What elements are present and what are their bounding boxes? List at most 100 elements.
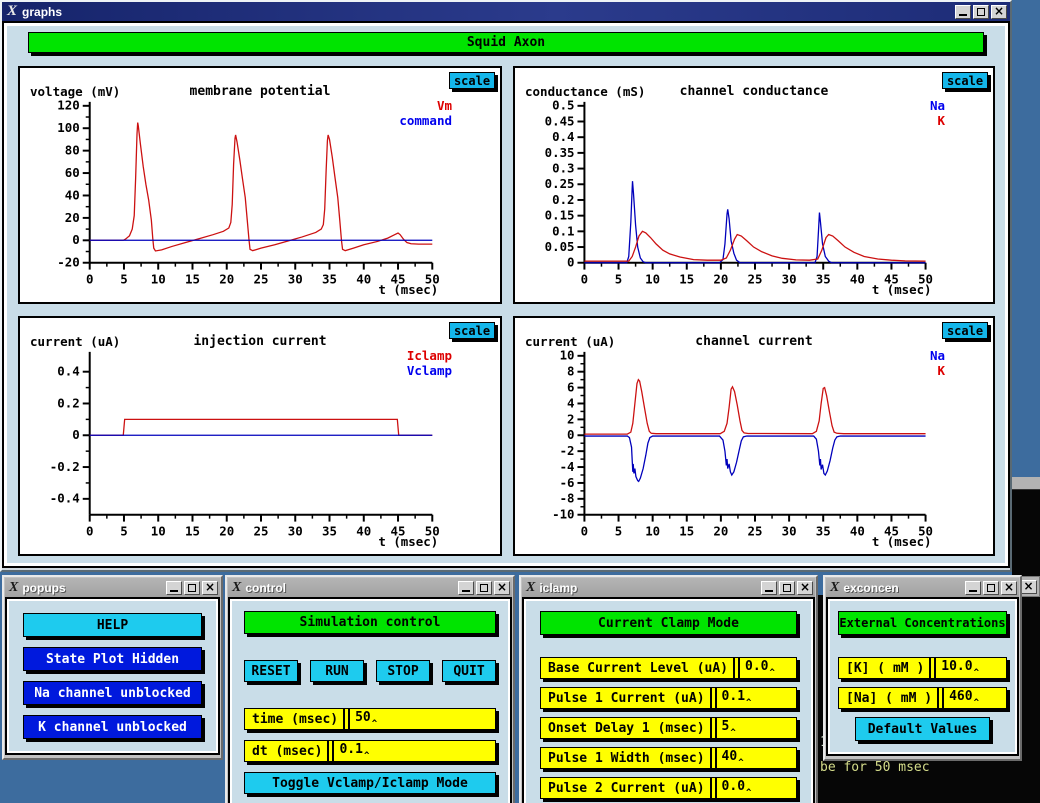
base-current-field[interactable]: Base Current Level (uA) 0.0 xyxy=(540,657,797,679)
svg-text:t (msec): t (msec) xyxy=(378,535,438,549)
pulse1-width-input[interactable]: 40 xyxy=(717,749,796,768)
field-label: [K] ( mM ) xyxy=(839,661,929,676)
minimize-button[interactable] xyxy=(965,581,981,595)
svg-text:20: 20 xyxy=(219,272,234,286)
close-button[interactable]: × xyxy=(494,581,510,595)
exconcen-titlebar[interactable]: X exconcen × xyxy=(826,578,1019,597)
base-current-input[interactable]: 0.0 xyxy=(740,659,796,678)
svg-text:0.15: 0.15 xyxy=(545,209,575,223)
maximize-icon xyxy=(977,8,985,16)
maximize-button[interactable] xyxy=(983,581,999,595)
field-label: Pulse 2 Current (uA) xyxy=(541,781,710,796)
close-button[interactable]: × xyxy=(1001,581,1017,595)
svg-text:0.2: 0.2 xyxy=(57,396,79,410)
minimize-icon xyxy=(959,14,967,16)
svg-text:35: 35 xyxy=(322,272,337,286)
help-button[interactable]: HELP xyxy=(23,613,202,637)
k-concentration-field[interactable]: [K] ( mM ) 10.0 xyxy=(838,657,1007,679)
svg-text:-8: -8 xyxy=(560,492,575,506)
field-label: Pulse 1 Current (uA) xyxy=(541,691,710,706)
scale-button[interactable]: scale xyxy=(449,72,495,89)
chart-plot-area: -10-8-6-4-2024681005101520253035404550t … xyxy=(515,346,993,552)
scale-button[interactable]: scale xyxy=(942,322,988,339)
svg-text:40: 40 xyxy=(356,524,371,538)
window-title: exconcen xyxy=(843,581,963,595)
pulse1-current-input[interactable]: 0.1 xyxy=(717,689,796,708)
close-button[interactable]: × xyxy=(202,581,218,595)
maximize-button[interactable] xyxy=(476,581,492,595)
pulse1-current-field[interactable]: Pulse 1 Current (uA) 0.1 xyxy=(540,687,797,709)
maximize-button[interactable] xyxy=(973,5,989,19)
toggle-clamp-mode-button[interactable]: Toggle Vclamp/Iclamp Mode xyxy=(244,772,496,794)
svg-text:40: 40 xyxy=(356,272,371,286)
svg-text:0.25: 0.25 xyxy=(545,177,575,191)
svg-text:0: 0 xyxy=(567,428,574,442)
quit-button[interactable]: QUIT xyxy=(442,660,496,682)
maximize-icon xyxy=(480,584,488,592)
close-button[interactable]: × xyxy=(991,5,1007,19)
na-concentration-field[interactable]: [Na] ( mM ) 460 xyxy=(838,687,1007,709)
minimize-button[interactable] xyxy=(761,581,777,595)
svg-text:20: 20 xyxy=(713,524,728,538)
svg-text:0: 0 xyxy=(72,233,79,247)
x-logo-icon: X xyxy=(830,580,839,596)
minimize-button[interactable] xyxy=(166,581,182,595)
svg-text:t (msec): t (msec) xyxy=(872,535,932,549)
dt-input[interactable]: 0.1 xyxy=(334,742,495,761)
maximize-button[interactable] xyxy=(779,581,795,595)
window-title: control xyxy=(245,581,456,595)
svg-text:10: 10 xyxy=(645,272,660,286)
dt-field[interactable]: dt (msec) 0.1 xyxy=(244,740,496,762)
window-title: graphs xyxy=(22,5,953,19)
scale-button[interactable]: scale xyxy=(449,322,495,339)
field-divider xyxy=(343,709,350,729)
reset-button[interactable]: RESET xyxy=(244,660,298,682)
svg-text:0.4: 0.4 xyxy=(57,365,79,379)
svg-text:-0.4: -0.4 xyxy=(50,492,80,506)
window-title: popups xyxy=(22,581,164,595)
x-logo-icon: X xyxy=(232,580,241,596)
run-button[interactable]: RUN xyxy=(310,660,364,682)
na-concentration-input[interactable]: 460 xyxy=(944,689,1006,708)
window-control: X control × Simulation control RESET RUN… xyxy=(225,575,515,803)
iclamp-titlebar[interactable]: X iclamp × xyxy=(522,578,815,597)
svg-text:10: 10 xyxy=(151,524,166,538)
chart-plot-area: 00.050.10.150.20.250.30.350.40.450.50510… xyxy=(515,96,993,300)
window-graphs: X graphs × Squid Axon voltage (mV) membr… xyxy=(0,0,1012,572)
time-field[interactable]: time (msec) 50 xyxy=(244,708,496,730)
terminal-close-button[interactable]: × xyxy=(1021,580,1037,594)
na-channel-button[interactable]: Na channel unblocked xyxy=(23,681,202,705)
popups-titlebar[interactable]: X popups × xyxy=(5,578,220,597)
field-divider xyxy=(929,658,936,678)
control-titlebar[interactable]: X control × xyxy=(228,578,512,597)
state-plot-button[interactable]: State Plot Hidden xyxy=(23,647,202,671)
close-button[interactable]: × xyxy=(797,581,813,595)
svg-text:30: 30 xyxy=(782,524,797,538)
default-values-button[interactable]: Default Values xyxy=(855,717,990,741)
close-icon: × xyxy=(1004,581,1014,593)
svg-text:40: 40 xyxy=(850,272,865,286)
k-channel-button[interactable]: K channel unblocked xyxy=(23,715,202,739)
k-concentration-input[interactable]: 10.0 xyxy=(936,659,1006,678)
svg-text:6: 6 xyxy=(567,381,574,395)
minimize-button[interactable] xyxy=(955,5,971,19)
svg-text:-2: -2 xyxy=(560,444,575,458)
onset-delay1-field[interactable]: Onset Delay 1 (msec) 5 xyxy=(540,717,797,739)
exconcen-body: External Concentrations [K] ( mM ) 10.0 … xyxy=(826,597,1019,756)
stop-button[interactable]: STOP xyxy=(376,660,430,682)
maximize-button[interactable] xyxy=(184,581,200,595)
graphs-titlebar[interactable]: X graphs × xyxy=(2,2,1010,21)
window-iclamp: X iclamp × Current Clamp Mode Base Curre… xyxy=(519,575,818,803)
pulse2-current-input[interactable]: 0.0 xyxy=(717,779,796,798)
scale-button[interactable]: scale xyxy=(942,72,988,89)
onset-delay1-input[interactable]: 5 xyxy=(717,719,796,738)
svg-text:8: 8 xyxy=(567,365,574,379)
svg-text:40: 40 xyxy=(850,524,865,538)
time-input[interactable]: 50 xyxy=(350,710,495,729)
terminal-titlebar-sliver xyxy=(1012,477,1040,490)
chart-plot-area: -0.4-0.200.20.405101520253035404550t (ms… xyxy=(20,346,500,552)
maximize-icon xyxy=(783,584,791,592)
pulse1-width-field[interactable]: Pulse 1 Width (msec) 40 xyxy=(540,747,797,769)
minimize-button[interactable] xyxy=(458,581,474,595)
pulse2-current-field[interactable]: Pulse 2 Current (uA) 0.0 xyxy=(540,777,797,799)
